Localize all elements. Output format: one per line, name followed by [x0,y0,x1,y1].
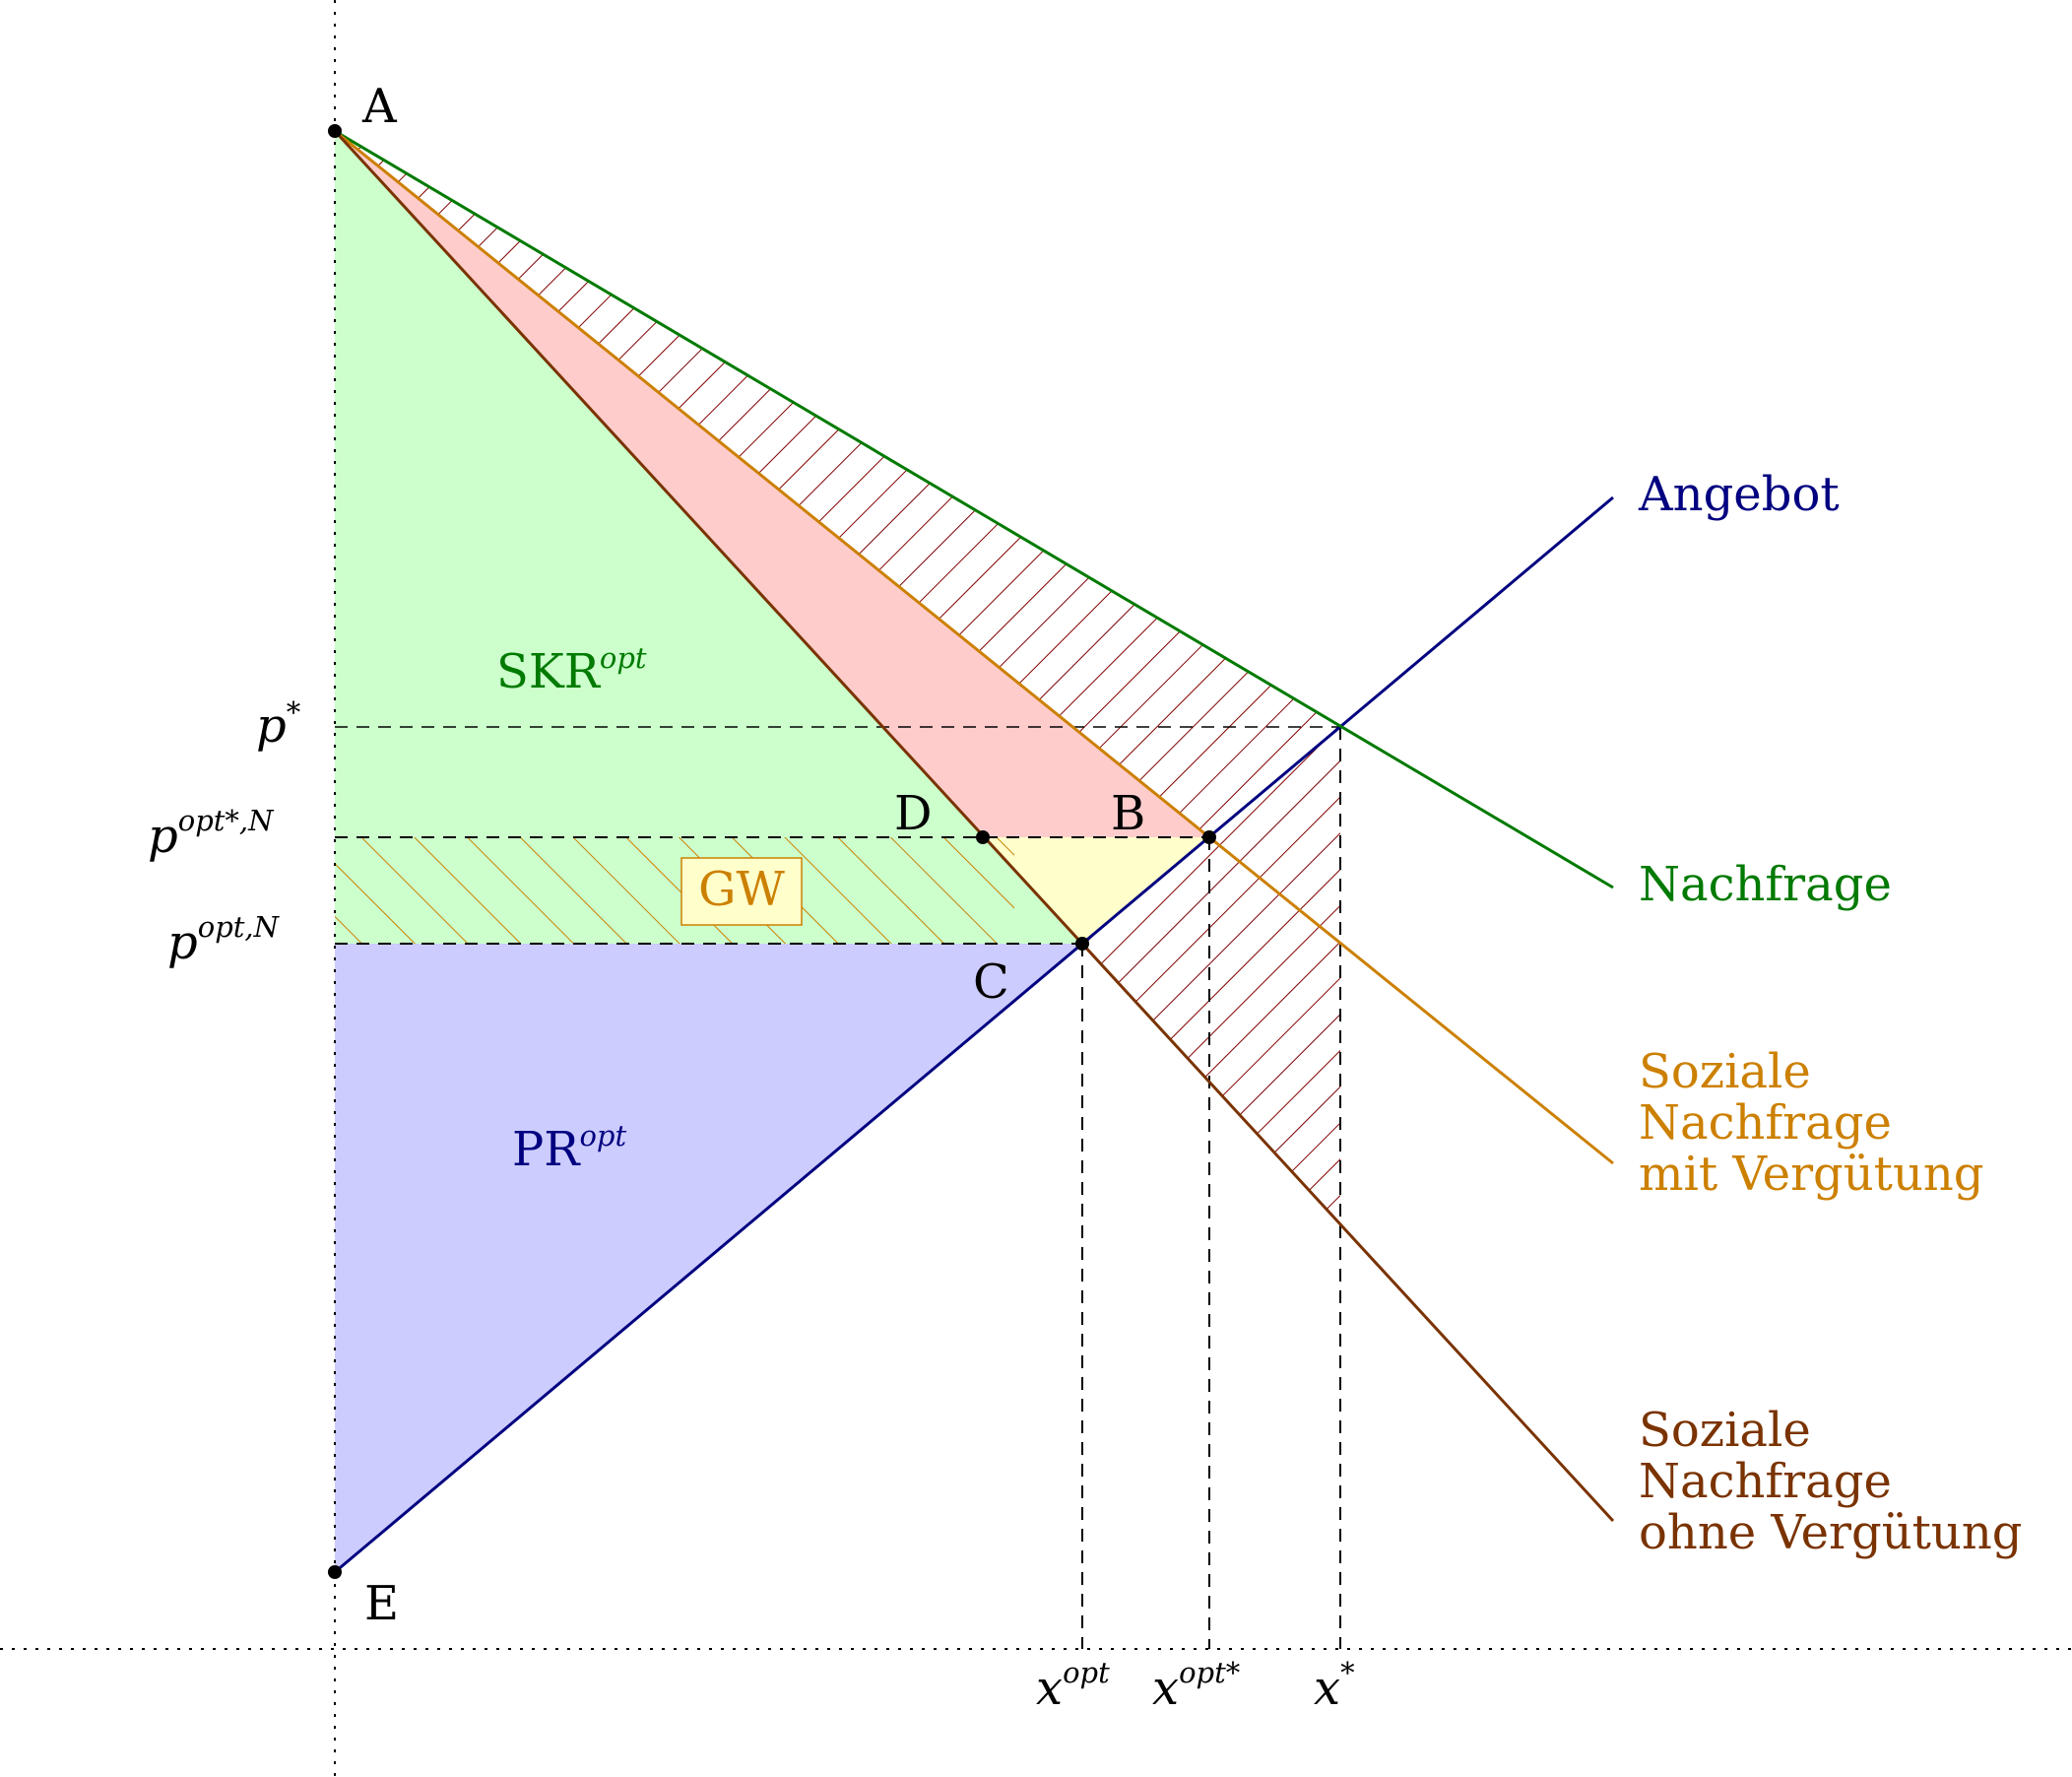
x-star-label: x* [1314,1656,1355,1716]
gw-label-box [680,857,803,926]
point-a-dot [328,124,342,138]
point-c-dot [1075,937,1089,951]
pr-opt-label: PRopt [512,1119,626,1177]
gw-hatch-area [335,837,1014,944]
social-without-label: Soziale Nachfrage ohne Vergütung [1639,1403,2022,1560]
social-demand-without-curve [333,129,1615,1523]
point-e-dot [328,1565,342,1579]
angebot-label: Angebot [1638,467,1840,522]
supply-curve [334,495,1614,1574]
social-demand-with-curve [334,129,1614,1165]
yellow-triangle-area [983,837,1209,944]
nachfrage-label: Nachfrage [1639,857,1892,912]
point-b-dot [1202,830,1216,844]
skr-opt-label: SKRopt [496,641,647,699]
x-opt-star-label: xopt* [1152,1656,1241,1716]
point-e-label: E [364,1576,399,1631]
point-d-label: D [894,786,932,841]
gw-label: GW [698,862,785,917]
point-a-label: A [361,79,398,134]
point-d-dot [976,830,990,844]
hatch-upper-area [335,131,1340,837]
p-star-label: p* [256,695,301,754]
point-b-label: B [1111,786,1145,841]
skr-area [335,131,1082,944]
point-c-label: C [973,954,1009,1010]
demand-curve [334,129,1614,889]
social-with-label: Soziale Nachfrage mit Vergütung [1639,1044,1984,1202]
p-opt-star-n-label: popt*,N [148,804,275,864]
p-opt-n-label: popt,N [167,910,281,970]
x-opt-label: xopt [1036,1656,1110,1716]
hatch-lower-area [1082,727,1340,1222]
